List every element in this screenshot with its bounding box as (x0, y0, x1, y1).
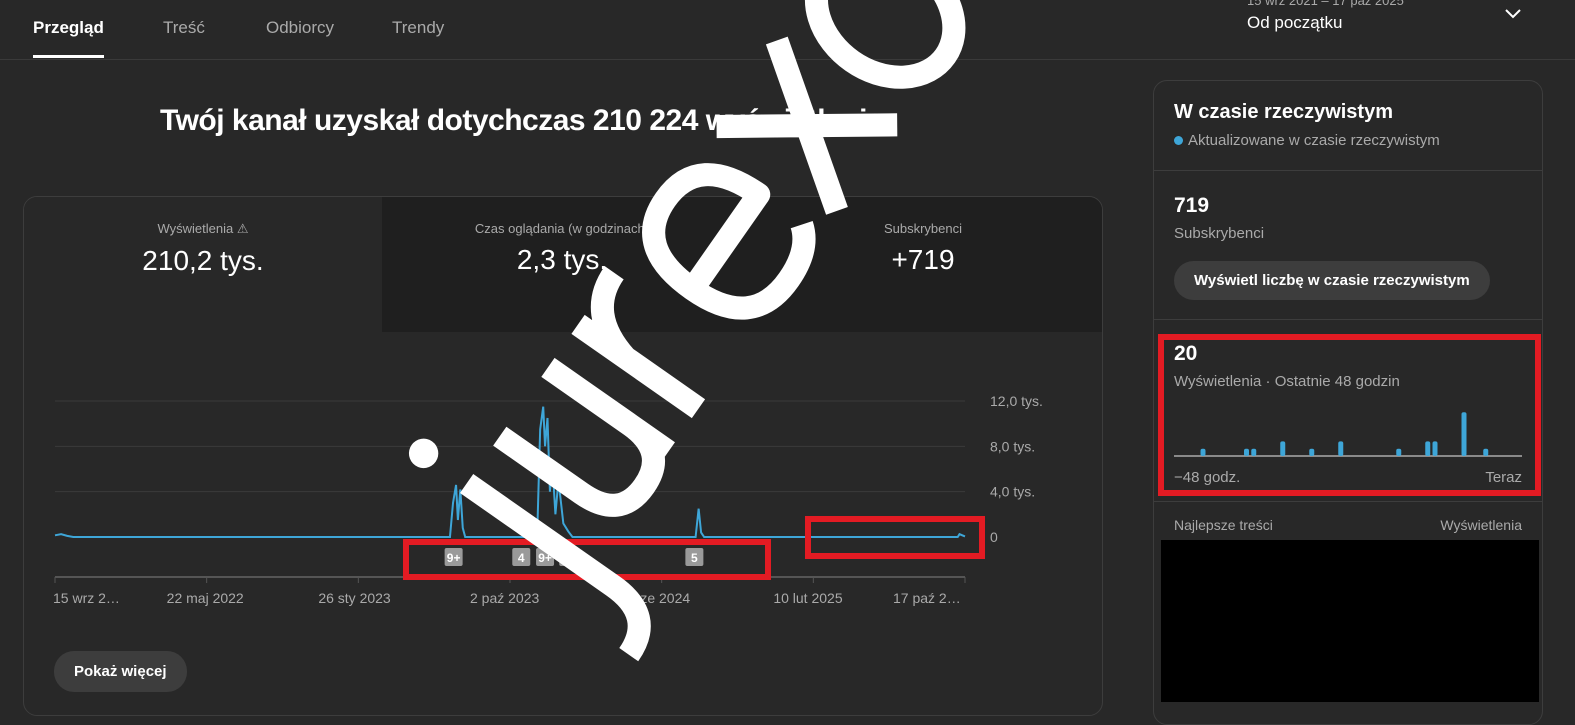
period-selector[interactable]: Od początku (1247, 13, 1343, 32)
realtime-bar (1280, 441, 1286, 456)
x-tick-label: 15 wrz 2… (53, 590, 120, 606)
realtime-bar (1338, 441, 1344, 456)
y-tick-label: 12,0 tys. (990, 393, 1043, 409)
x-tick-label: 26 sty 2023 (318, 590, 391, 606)
highlight-box (1158, 334, 1541, 496)
x-tick-label: 2 paź 2023 (470, 590, 539, 606)
redacted-area (1161, 540, 1539, 702)
highlight-box (403, 539, 771, 580)
live-dot-icon (1174, 136, 1183, 145)
stat-value: +719 (891, 244, 955, 275)
realtime-bar (1309, 448, 1315, 456)
tab-content[interactable]: Treść (163, 18, 205, 37)
x-tick-label: 17 paź 2… (893, 590, 961, 606)
realtime-bar (1461, 412, 1467, 456)
realtime-bar (1244, 448, 1249, 456)
stat-label: Subskrybenci (883, 221, 963, 236)
divider (1154, 170, 1542, 171)
axis-end-label: Teraz (1485, 469, 1522, 486)
tab-trends[interactable]: Trendy (392, 18, 445, 37)
realtime-bar (1200, 448, 1206, 456)
warning-icon: ⚠ (236, 221, 249, 236)
x-tick-label: 22 maj 2022 (167, 590, 244, 606)
y-tick-label: 0 (990, 529, 998, 545)
top-content-views-header: Wyświetlenia (1440, 517, 1522, 533)
annotation-label: 9+ (447, 551, 461, 565)
views-48h-label: Wyświetlenia · Ostatnie 48 godzin (1174, 373, 1400, 390)
realtime-card: W czasie rzeczywistym Aktualizowane w cz… (1153, 80, 1543, 725)
tab-overview[interactable]: Przegląd (33, 18, 104, 58)
chevron-down-icon[interactable] (1503, 4, 1523, 24)
y-tick-label: 8,0 tys. (990, 438, 1035, 454)
axis-start-label: −48 godz. (1174, 469, 1241, 486)
views-48h-count: 20 (1174, 342, 1198, 365)
realtime-bar (1396, 448, 1402, 456)
annotation-label: 5 (691, 551, 698, 565)
x-tick-label: 6 cze 2024 (622, 590, 691, 606)
realtime-bar (1432, 441, 1438, 456)
tab-audience[interactable]: Odbiorcy (266, 18, 335, 37)
subs-label: Subskrybenci (1174, 225, 1265, 242)
divider (1154, 319, 1542, 320)
stat-value: 210,2 tys. (142, 245, 264, 276)
realtime-bar (1483, 448, 1489, 456)
subs-count: 719 (1174, 194, 1210, 217)
date-range: 15 wrz 2021 – 17 paź 2025 (1247, 0, 1404, 8)
annotation-marker (685, 548, 704, 566)
highlight-box (805, 516, 985, 559)
top-content-label: Najlepsze treści (1174, 517, 1273, 533)
annotation-marker (444, 548, 463, 566)
realtime-title: W czasie rzeczywistym (1174, 101, 1393, 123)
realtime-bar (1425, 441, 1431, 456)
divider (1154, 501, 1542, 502)
stat-views[interactable]: Wyświetlenia ⚠ 210,2 tys. (24, 197, 382, 332)
stat-label: Wyświetlenia (157, 221, 234, 236)
realtime-subtitle: Aktualizowane w czasie rzeczywistym (1188, 132, 1440, 149)
stat-label: Czas oglądania (w godzinach) (474, 221, 650, 236)
y-tick-label: 4,0 tys. (990, 484, 1035, 500)
realtime-bar (1251, 448, 1257, 456)
x-tick-label: 10 lut 2025 (773, 590, 842, 606)
realtime-count-button[interactable]: Wyświetl liczbę w czasie rzeczywistym (1174, 261, 1490, 300)
show-more-button[interactable]: Pokaż więcej (54, 651, 187, 692)
